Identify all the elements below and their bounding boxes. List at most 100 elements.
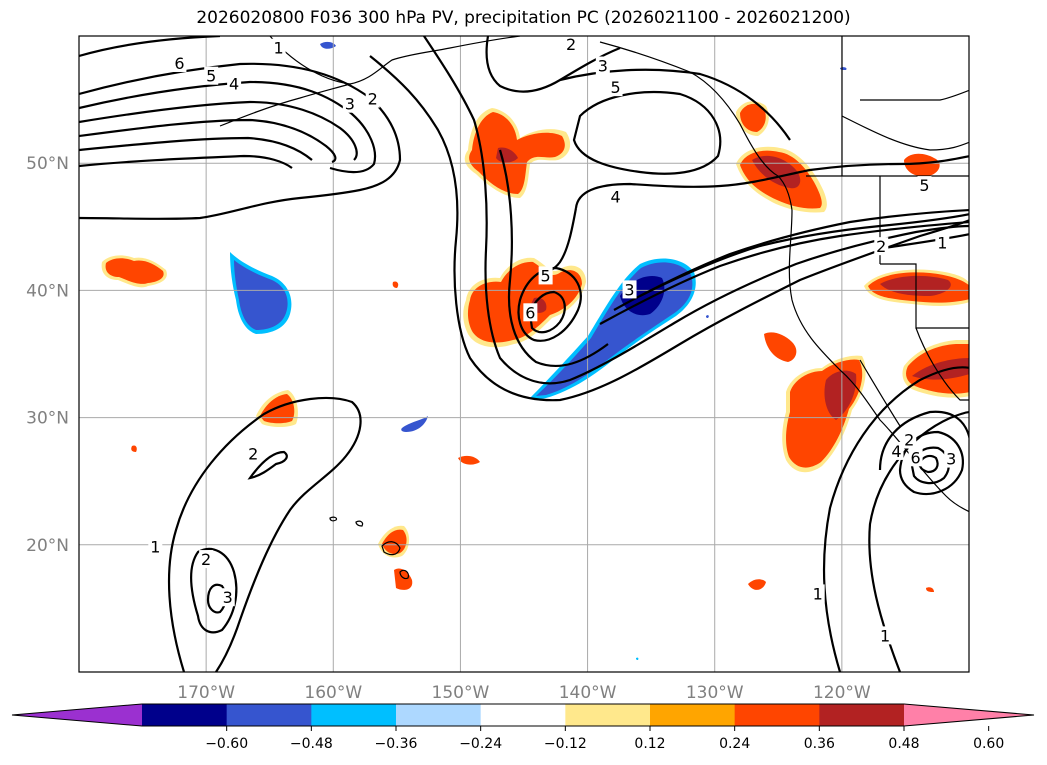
colorbar-tick-label: 0.24 [719, 736, 750, 752]
colorbar-segment [734, 704, 820, 726]
contour-label: 6 [174, 54, 184, 73]
state-border-3 [880, 263, 969, 329]
pos-anomaly-small-1 [764, 332, 797, 362]
contour-label: 1 [150, 537, 160, 556]
longitude-labels: 170°W 160°W 150°W 140°W 130°W 120°W [177, 683, 871, 703]
pv-contour-1-east [883, 233, 969, 250]
contour-label-bg [220, 588, 235, 607]
hawaii-3 [381, 541, 401, 556]
colorbar-segment [480, 704, 566, 726]
contour-label: 2 [876, 237, 886, 256]
contour-label: 2 [248, 444, 258, 463]
contour-label: 4 [610, 188, 620, 207]
colorbar-segment [819, 704, 905, 726]
contour-label: 3 [598, 57, 608, 76]
contour-label-bg [908, 448, 923, 467]
contour-label-bg [917, 176, 932, 195]
contour-label: 4 [229, 74, 239, 93]
hawaii-4 [399, 569, 409, 580]
contour-label-bg [608, 187, 623, 206]
contour-label: 3 [624, 280, 634, 299]
contour-label: 5 [610, 78, 620, 97]
contour-label: 5 [919, 176, 929, 195]
contour-label: 3 [946, 450, 956, 469]
latitude-label: 30°N [26, 409, 69, 429]
neg-anomaly-small-5 [636, 657, 639, 660]
contour-label-bg [810, 584, 825, 603]
pos-anomaly-idaho [904, 153, 940, 177]
contour-label: 6 [911, 448, 921, 467]
colorbar-segment [565, 704, 651, 726]
hawaii-1 [329, 516, 338, 522]
contour-label: 2 [368, 90, 378, 109]
map-frame [78, 35, 970, 673]
pv-contour-trough-outer [369, 55, 969, 402]
contour-label-bg [944, 449, 959, 468]
contour-label-bg [622, 280, 637, 299]
pv-contour-4-ridge [574, 155, 969, 209]
contour-label-bg [227, 74, 242, 93]
pv-contour-subtropical-1 [167, 396, 362, 672]
colorbar-tick-label: −0.48 [290, 736, 333, 752]
pos-anomaly-small-5 [392, 281, 399, 288]
colorbar-tick-label: −0.12 [544, 736, 587, 752]
colorbar-tick-label: −0.24 [459, 736, 502, 752]
contour-label-bg [608, 78, 623, 97]
contour-label-bg [342, 94, 357, 113]
colorbar-tick-label: 0.48 [888, 736, 919, 752]
contour-label: 1 [880, 626, 890, 645]
longitude-label: 160°W [304, 683, 362, 703]
contour-label-bg [935, 233, 950, 252]
state-border-4 [915, 327, 969, 401]
neg-anomaly-small-4 [706, 315, 709, 318]
pos-anomaly-small-2 [748, 579, 766, 590]
longitude-label: 130°W [686, 683, 744, 703]
pos-anomaly-small-3 [926, 587, 934, 592]
longitude-label: 170°W [177, 683, 235, 703]
contour-label-bg [172, 53, 187, 72]
pv-contour-ridge-5 [572, 91, 722, 175]
contour-label-bg [902, 430, 917, 449]
colorbar-extend-min [12, 704, 142, 726]
colorbar-extend-max [904, 704, 1034, 726]
pv-contour-cutoff-low [822, 366, 969, 672]
neg-anomaly-small-1 [401, 416, 428, 432]
contour-label-bg [595, 56, 610, 75]
pv-contours [79, 36, 969, 672]
contour-label-bg [365, 89, 380, 108]
contour-label: 5 [206, 67, 216, 86]
pv-contour-1-north [79, 36, 221, 58]
colorbar-tick-label: 0.36 [804, 736, 835, 752]
map-title: 2026020800 F036 300 hPa PV, precipitatio… [196, 8, 851, 28]
longitude-label: 150°W [432, 683, 490, 703]
colorbar-tick-label: 0.60 [973, 736, 1004, 752]
neg-anomaly-small-2 [320, 41, 336, 49]
contour-label: 5 [541, 266, 551, 285]
colorbar-segment [396, 704, 482, 726]
contour-label-bg [246, 444, 261, 463]
hawaii-2 [355, 520, 364, 527]
contour-label-bg [148, 537, 163, 556]
contour-label: 2 [201, 550, 211, 569]
contour-label-bg [538, 266, 553, 285]
colorbar-segment [142, 704, 228, 726]
latitude-label: 50°N [26, 154, 69, 174]
pos-anomaly-small-4 [131, 445, 137, 452]
contour-label-bg [199, 550, 214, 569]
colorbar-tick-label: −0.36 [375, 736, 418, 752]
colorbar: −0.60 −0.48 −0.36 −0.24 −0.12 0.12 0.24 0.36 0.4… [11, 703, 1035, 752]
contour-label: 6 [525, 303, 535, 322]
colorbar-tick-label: 0.12 [634, 736, 665, 752]
contour-label: 4 [891, 442, 901, 461]
contour-label-bg [523, 303, 538, 322]
contour-label: 3 [345, 95, 355, 114]
longitude-label: 140°W [559, 683, 617, 703]
contour-label-bg [874, 237, 889, 256]
colorbar-tick-label: −0.60 [205, 736, 248, 752]
latitude-labels: 50°N 40°N 30°N 20°N [26, 154, 69, 556]
contour-label-bg [889, 441, 904, 460]
contour-label-bg [271, 38, 286, 57]
